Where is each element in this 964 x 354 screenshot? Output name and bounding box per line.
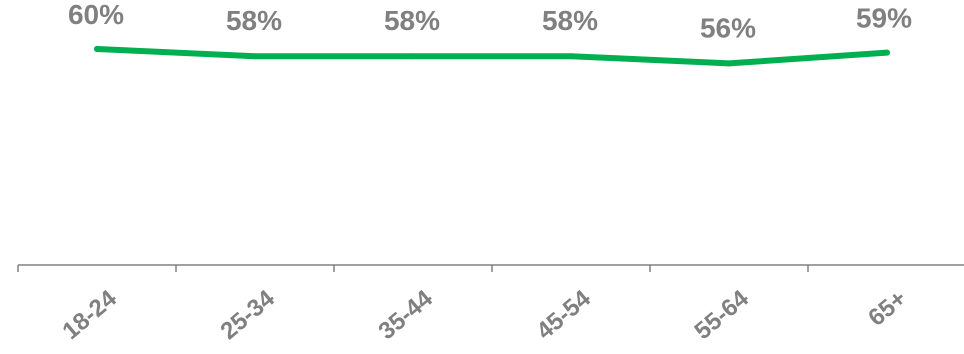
data-point-18-24 (94, 46, 100, 52)
data-point-55-64 (726, 60, 732, 67)
data-point-45-54 (568, 53, 574, 60)
data-point-25-34 (252, 53, 258, 60)
data-label-18-24: 60% (68, 0, 124, 30)
data-point-35-44 (410, 53, 416, 60)
data-label-45-54: 58% (542, 5, 598, 36)
x-tick-label-65+: 65+ (863, 285, 912, 332)
x-tick-label-18-24: 18-24 (57, 284, 122, 345)
x-tick-label-55-64: 55-64 (689, 284, 754, 345)
data-label-55-64: 56% (700, 12, 756, 43)
x-tick-label-45-54: 45-54 (531, 284, 596, 345)
data-label-25-34: 58% (226, 5, 282, 36)
series-line (94, 46, 890, 67)
data-label-35-44: 58% (384, 5, 440, 36)
data-point-65+ (884, 49, 890, 56)
x-axis (17, 264, 964, 272)
x-tick-label-25-34: 25-34 (215, 284, 280, 345)
x-tick-label-35-44: 35-44 (373, 284, 438, 345)
data-label-65+: 59% (856, 3, 912, 34)
data-labels: 60% 58% 58% 58% 56% 59% (68, 0, 912, 43)
series-layer (94, 46, 890, 67)
x-tick-labels: 18-24 25-34 35-44 45-54 55-64 65+ (57, 284, 911, 345)
